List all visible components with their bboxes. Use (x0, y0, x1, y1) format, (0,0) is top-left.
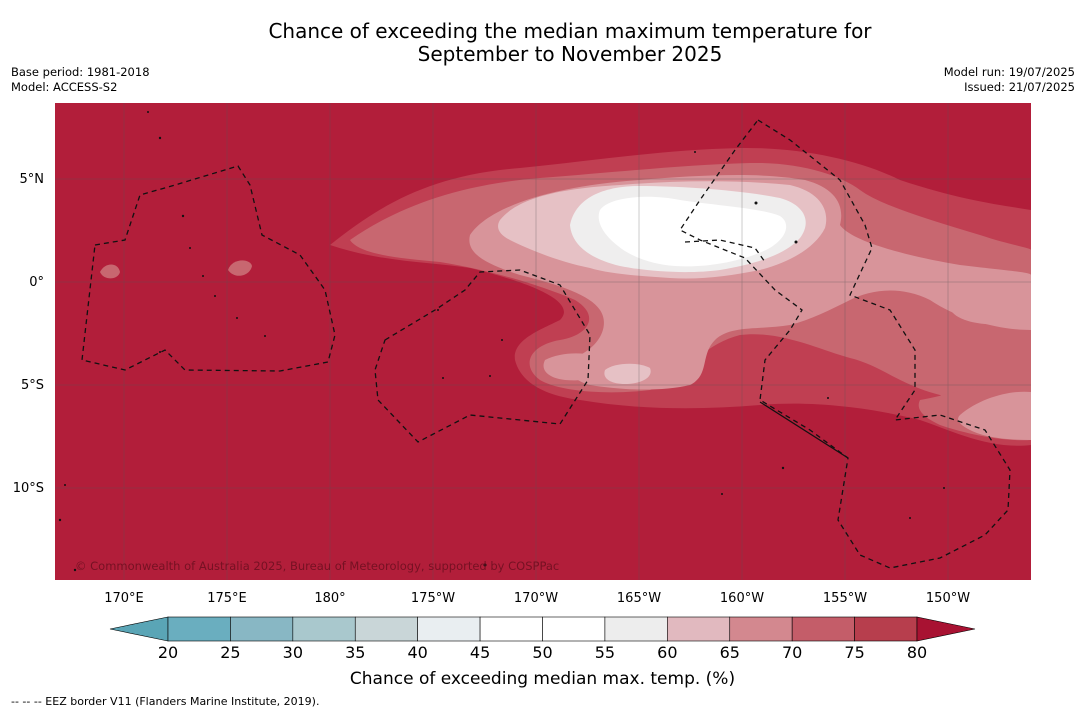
island (943, 487, 945, 489)
island (437, 309, 439, 311)
island (721, 493, 723, 495)
colorbar-segment (230, 616, 294, 642)
island (214, 295, 216, 297)
meta-left: Base period: 1981-2018 Model: ACCESS-S2 (11, 65, 150, 95)
eez-phoenix (374, 269, 591, 443)
island (181, 214, 185, 218)
eez-borders (81, 119, 1011, 569)
colorbar-over-arrow (916, 616, 976, 642)
lon-label: 170°W (514, 591, 558, 606)
issued-date: Issued: 21/07/2025 (964, 80, 1075, 94)
island (754, 201, 758, 205)
lon-label: 175°E (207, 591, 247, 606)
meta-right: Model run: 19/07/2025 Issued: 21/07/2025 (944, 65, 1075, 95)
colorbar-segment (791, 616, 855, 642)
island (794, 240, 798, 244)
lon-label: 180° (314, 591, 345, 606)
colorbar-segment (604, 616, 668, 642)
colorbar-tick-label: 80 (906, 643, 928, 662)
island (202, 275, 204, 277)
lon-label: 175°W (411, 591, 455, 606)
contour-65-south (958, 391, 1031, 440)
island (489, 375, 491, 377)
colorbar-label: Chance of exceeding median max. temp. (%… (349, 669, 736, 689)
map-title-line1: Chance of exceeding the median maximum t… (268, 19, 872, 43)
colorbar-segment (417, 616, 481, 642)
colorbar (109, 616, 976, 642)
colorbar-tick-label: 20 (157, 643, 179, 662)
colorbar-segment (667, 616, 731, 642)
lon-label: 150°W (926, 591, 970, 606)
model-name: Model: ACCESS-S2 (11, 80, 118, 94)
contour-65-sw (543, 353, 611, 381)
colorbar-tick-label: 70 (781, 643, 803, 662)
footnote: -- -- -- EEZ border V11 (Flanders Marine… (11, 695, 320, 708)
contour-75-blob-a (100, 264, 120, 279)
eez-line-islands (679, 119, 1011, 569)
colorbar-tick-label: 30 (282, 643, 304, 662)
colorbar-segment (729, 616, 793, 642)
colorbar-tick-label: 35 (345, 643, 366, 662)
eez-kiribati-gilbert (81, 165, 336, 372)
lon-label: 155°W (823, 591, 867, 606)
island (501, 339, 503, 341)
base-period: Base period: 1981-2018 (11, 65, 150, 79)
lat-label: 5°S (21, 378, 44, 393)
island (909, 517, 911, 519)
eez-solid-segment (759, 401, 849, 459)
island (147, 111, 149, 113)
colorbar-tick-label: 45 (469, 643, 491, 662)
island (73, 568, 77, 572)
copyright-text: © Commonwealth of Australia 2025, Bureau… (75, 559, 559, 573)
lon-label: 170°E (104, 591, 144, 606)
colorbar-segment (542, 616, 606, 642)
island (236, 317, 238, 319)
colorbar-segment (354, 616, 418, 642)
island (264, 335, 266, 337)
lon-labels: 170°E 175°E 180° 175°W 170°W 165°W 160°W… (104, 591, 970, 606)
colorbar-tick-label: 40 (407, 643, 428, 662)
lat-label: 5°N (20, 172, 45, 187)
map-title: Chance of exceeding the median maximum t… (0, 20, 1085, 66)
colorbar-tick-label: 65 (719, 643, 740, 662)
contour-50 (598, 196, 787, 267)
island (64, 484, 66, 486)
colorbar-tick-label: 25 (220, 643, 241, 662)
gridlines (55, 103, 1031, 580)
colorbar-under-arrow (109, 616, 169, 642)
colorbar-segment (167, 616, 231, 642)
lat-label: 10°S (13, 481, 44, 496)
contour-65-east (949, 295, 1026, 325)
island (442, 377, 444, 379)
model-run: Model run: 19/07/2025 (943, 65, 1075, 79)
island (189, 247, 191, 249)
colorbar-tick-label: 55 (594, 643, 616, 662)
island (483, 563, 487, 567)
islands (58, 111, 945, 572)
lat-label: 0° (29, 275, 44, 290)
island (159, 351, 161, 353)
colorbar-segment (292, 616, 356, 642)
map-panel (55, 103, 1031, 580)
colorbar-tick-label: 60 (657, 643, 678, 662)
island (694, 151, 696, 153)
island (158, 136, 162, 140)
map-title-line2: September to November 2025 (417, 42, 723, 66)
colorbar-segment (854, 616, 918, 642)
island (781, 466, 785, 470)
contour-75-blob-b (228, 260, 252, 276)
island (827, 397, 829, 399)
lon-label: 165°W (617, 591, 661, 606)
island (58, 518, 62, 522)
lat-labels: 5°N 0° 5°S 10°S (13, 172, 44, 496)
colorbar-tick-label: 50 (532, 643, 553, 662)
colorbar-segment (479, 616, 543, 642)
lon-label: 160°W (720, 591, 764, 606)
colorbar-tick-label: 75 (844, 643, 865, 662)
